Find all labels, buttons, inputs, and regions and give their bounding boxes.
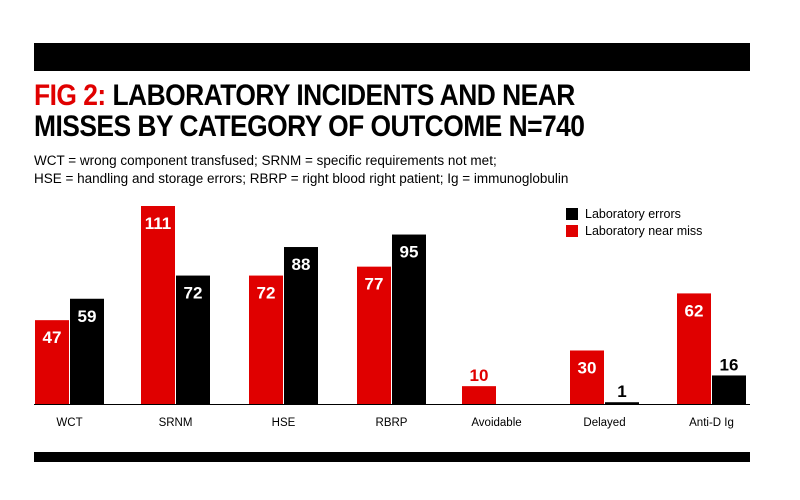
bar-label-near-miss-2: 111 bbox=[145, 214, 172, 233]
bar-errors-7 bbox=[712, 375, 746, 404]
bar-label-errors-1: 59 bbox=[78, 307, 97, 326]
subtitle-line-1: WCT = wrong component transfused; SRNM =… bbox=[34, 153, 497, 168]
bar-errors-6 bbox=[605, 402, 639, 404]
legend-swatch-near-miss bbox=[566, 224, 578, 237]
category-label-2: SRNM bbox=[159, 417, 193, 429]
legend-swatch-errors bbox=[566, 207, 578, 220]
subtitle-line-2: HSE = handling and storage errors; RBRP … bbox=[34, 171, 569, 186]
category-label-5: Avoidable bbox=[471, 417, 521, 429]
bar-near-miss-3 bbox=[249, 275, 283, 404]
bar-label-errors-4: 95 bbox=[400, 243, 419, 262]
bar-errors-3 bbox=[284, 247, 318, 404]
top-rule bbox=[34, 43, 750, 71]
bar-near-miss-2 bbox=[141, 206, 175, 404]
bar-label-errors-3: 88 bbox=[292, 255, 311, 274]
category-label-6: Delayed bbox=[583, 417, 625, 429]
bar-label-errors-2: 72 bbox=[184, 284, 203, 303]
title-line-2: MISSES BY CATEGORY OF OUTCOME N=740 bbox=[34, 110, 585, 143]
bar-label-near-miss-5: 10 bbox=[470, 366, 489, 385]
title-line-1: LABORATORY INCIDENTS AND NEAR bbox=[105, 79, 575, 112]
chart-title: FIG 2: LABORATORY INCIDENTS AND NEAR MIS… bbox=[34, 80, 650, 142]
legend: Laboratory errors Laboratory near miss bbox=[566, 205, 702, 239]
category-label-7: Anti-D Ig bbox=[689, 417, 734, 429]
category-label-1: WCT bbox=[56, 417, 82, 429]
bar-near-miss-5 bbox=[462, 386, 496, 404]
bottom-rule bbox=[34, 452, 750, 462]
bar-label-errors-7: 16 bbox=[720, 355, 739, 374]
bar-near-miss-7 bbox=[677, 293, 711, 404]
bar-errors-2 bbox=[176, 275, 210, 404]
bar-label-near-miss-7: 62 bbox=[685, 301, 704, 320]
bar-label-errors-6: 1 bbox=[617, 382, 626, 401]
chart-subtitle: WCT = wrong component transfused; SRNM =… bbox=[34, 152, 754, 188]
legend-item-near-miss: Laboratory near miss bbox=[566, 222, 702, 239]
bar-errors-1 bbox=[70, 298, 104, 404]
bar-near-miss-6 bbox=[570, 350, 604, 404]
legend-label-near-miss: Laboratory near miss bbox=[585, 223, 703, 238]
bar-label-near-miss-1: 47 bbox=[43, 328, 62, 347]
category-label-4: RBRP bbox=[376, 417, 408, 429]
category-label-3: HSE bbox=[272, 417, 296, 429]
bar-label-near-miss-6: 30 bbox=[578, 358, 597, 377]
bar-label-near-miss-3: 72 bbox=[257, 284, 276, 303]
bar-errors-4 bbox=[392, 234, 426, 404]
bar-label-near-miss-4: 77 bbox=[365, 275, 384, 294]
bar-near-miss-1 bbox=[35, 320, 69, 404]
legend-label-errors: Laboratory errors bbox=[585, 206, 681, 221]
title-prefix: FIG 2: bbox=[34, 79, 106, 112]
legend-item-errors: Laboratory errors bbox=[566, 205, 702, 222]
bar-near-miss-4 bbox=[357, 266, 391, 404]
